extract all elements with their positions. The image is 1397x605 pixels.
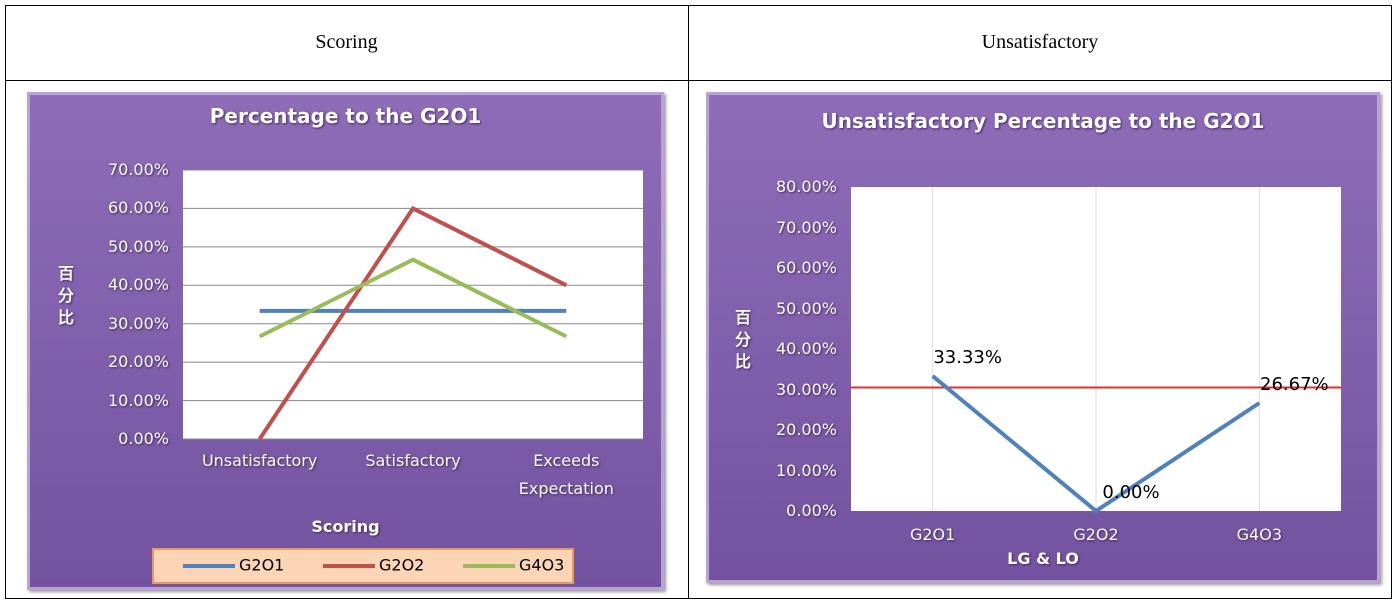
header-cell: Unsatisfactory <box>981 31 1099 53</box>
data-label: 0.00% <box>1102 482 1159 503</box>
chart-panel: G2O1 G2O2 G4O3 Percentage to the G2O1 0.00% 1… <box>27 92 664 590</box>
x-axis-label: Scoring <box>311 517 380 536</box>
y-tick-label: 30.00% <box>107 313 169 333</box>
chart-title: Percentage to the G2O1 <box>209 104 482 128</box>
y-tick-label: 40.00% <box>107 275 169 295</box>
chart-title: Unsatisfactory Percentage to the G2O1 <box>821 109 1265 133</box>
y-axis-label: 百分比 <box>55 264 74 331</box>
line-series <box>931 374 1261 514</box>
x-tick-label: G2O1 <box>909 525 956 544</box>
x-tick-label: Unsatisfactory <box>201 451 318 470</box>
x-tick-label: Exceeds Expectation <box>518 451 614 498</box>
legend-label: G2O2 <box>379 556 424 575</box>
y-tick-label: 60.00% <box>775 258 837 277</box>
y-tick-label: 30.00% <box>775 379 837 399</box>
chart-panel: 33.33% 0.00% 26.67% Unsatisfactory Percenta… <box>706 92 1380 583</box>
legend-label: G2O1 <box>239 556 284 575</box>
chart: 33.33% 0.00% 26.67% <box>851 187 1341 514</box>
header-cell: Scoring <box>315 31 378 53</box>
table-border <box>1391 5 1392 599</box>
y-tick-label: 0.00% <box>118 429 169 448</box>
table-border <box>688 5 689 599</box>
y-tick-label: 10.00% <box>107 390 169 410</box>
y-tick-label: 40.00% <box>775 339 837 358</box>
table-border <box>5 5 6 599</box>
plot-area <box>183 170 643 439</box>
x-tick-label: G4O3 <box>1236 525 1282 544</box>
y-tick-label: 60.00% <box>107 198 169 218</box>
x-tick-label: G2O2 <box>1073 525 1119 544</box>
y-axis-label: 百分比 <box>732 309 751 375</box>
y-tick-label: 80.00% <box>775 177 837 196</box>
x-axis-label: LG & LO <box>1007 549 1079 568</box>
table-border <box>5 5 1392 6</box>
y-tick-label: 50.00% <box>775 298 837 318</box>
y-tick-label: 70.00% <box>107 160 169 179</box>
y-tick-label: 20.00% <box>107 352 169 372</box>
table-border <box>5 80 1392 81</box>
y-tick-label: 20.00% <box>775 420 837 439</box>
y-tick-label: 10.00% <box>775 460 837 480</box>
y-tick-label: 70.00% <box>775 217 837 237</box>
data-label: 33.33% <box>933 347 1002 368</box>
chart: G2O1 G2O2 G4O3 <box>152 169 643 584</box>
x-tick-label: Satisfactory <box>365 451 461 470</box>
line-series <box>258 205 568 441</box>
y-tick-label: 50.00% <box>107 236 169 256</box>
line-series <box>258 257 568 339</box>
legend-label: G4O3 <box>519 556 564 575</box>
table-border <box>5 598 1392 599</box>
data-label: 26.67% <box>1260 374 1329 395</box>
y-tick-label: 0.00% <box>786 501 837 520</box>
